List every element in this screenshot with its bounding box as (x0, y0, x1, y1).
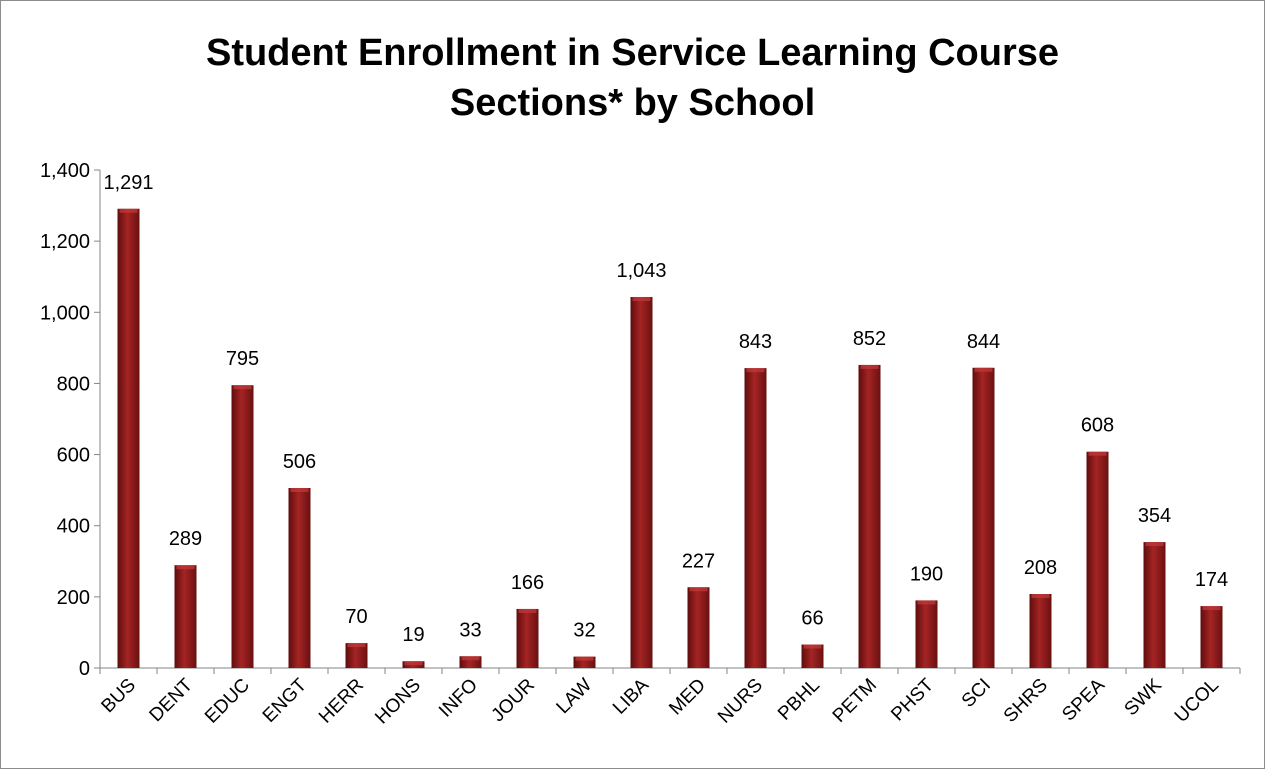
bar-highlight (632, 296, 651, 301)
x-tick-label: JOUR (488, 675, 539, 726)
bar (231, 385, 254, 668)
bar-highlight (290, 488, 309, 493)
bar (288, 488, 311, 668)
data-label: 166 (511, 572, 544, 594)
data-label: 33 (459, 619, 481, 641)
y-tick-label: 400 (57, 516, 90, 538)
bar (1086, 451, 1109, 668)
data-label: 1,291 (103, 172, 153, 194)
bar-highlight (1145, 542, 1164, 547)
x-tick-label: UCOL (1171, 675, 1223, 727)
bar (174, 565, 197, 668)
x-tick-label: EDUC (201, 675, 254, 728)
x-tick-label: INFO (435, 675, 482, 722)
x-tick-label: BUS (98, 675, 140, 717)
data-label: 795 (226, 348, 259, 370)
bar-highlight (746, 368, 765, 373)
x-tick-label: HONS (371, 675, 425, 729)
data-label: 1,043 (616, 260, 666, 282)
data-label: 190 (910, 563, 943, 585)
bar (345, 643, 368, 668)
x-tick-label: NURS (714, 675, 767, 728)
x-tick-label: SWK (1121, 674, 1167, 720)
x-tick-label: LIBA (609, 674, 653, 718)
x-tick-label: PBHL (774, 675, 824, 725)
bar-highlight (1202, 606, 1221, 611)
bar (1029, 594, 1052, 668)
bar-series (117, 208, 1223, 668)
x-tick-label: SCI (958, 675, 995, 712)
y-tick-label: 0 (79, 658, 90, 680)
x-tick-label: LAW (553, 675, 597, 719)
chart-axes: 0 200 400 600 800 1,000 1,200 1,400 (40, 160, 1241, 680)
x-tick-label: DENT (146, 674, 198, 726)
bar-highlight (974, 367, 993, 372)
y-tick-label: 1,400 (40, 160, 90, 182)
bar-highlight (803, 644, 822, 649)
y-tick-label: 600 (57, 445, 90, 467)
data-label: 70 (345, 606, 367, 628)
data-label: 208 (1024, 557, 1057, 579)
bar-highlight (689, 587, 708, 592)
bar-highlight (461, 656, 480, 661)
bar (1200, 606, 1223, 668)
chart-title-line-1: Student Enrollment in Service Learning C… (205, 32, 1060, 74)
x-tick-label: SPEA (1058, 674, 1109, 725)
x-tick-label: MED (665, 675, 710, 720)
data-labels: 1,291 BUS 289 DENT 795 EDUC 506 ENGT 70 HERR 19 HON… (98, 172, 1229, 729)
bar (1143, 542, 1166, 668)
bar-highlight (233, 385, 252, 390)
chart-title-line-2: Sections* by School (449, 82, 816, 124)
bar-highlight (119, 208, 138, 213)
bar (744, 368, 767, 668)
data-label: 227 (682, 550, 715, 572)
data-label: 32 (573, 620, 595, 642)
bar (801, 644, 824, 668)
bar (915, 600, 938, 668)
y-tick-label: 800 (57, 373, 90, 395)
data-label: 608 (1081, 415, 1114, 437)
bar-highlight (518, 608, 537, 613)
x-tick-label: HERR (315, 675, 368, 728)
data-label: 289 (169, 528, 202, 550)
data-label: 844 (967, 331, 1000, 353)
bar (573, 656, 596, 668)
bar (630, 296, 653, 668)
y-tick-label: 1,000 (40, 302, 90, 324)
data-label: 19 (402, 624, 424, 646)
data-label: 354 (1138, 505, 1171, 527)
bar (972, 367, 995, 668)
y-tick-label: 1,200 (40, 231, 90, 253)
bar (459, 656, 482, 668)
bar (516, 608, 539, 668)
y-tick-label: 200 (57, 587, 90, 609)
data-label: 506 (283, 451, 316, 473)
x-tick-label: SHRS (1000, 675, 1052, 727)
x-tick-label: PHST (887, 674, 938, 725)
bar-highlight (1088, 451, 1107, 456)
bar-highlight (860, 364, 879, 369)
data-label: 852 (853, 328, 886, 350)
x-tick-label: PETM (829, 675, 881, 727)
bar-highlight (404, 661, 423, 666)
data-label: 843 (739, 331, 772, 353)
bar (687, 587, 710, 668)
bar-highlight (176, 565, 195, 570)
data-label: 66 (801, 608, 823, 630)
bar-highlight (1031, 594, 1050, 599)
chart-title: Student Enrollment in Service Learning C… (0, 28, 1265, 128)
bar (117, 208, 140, 668)
x-tick-label: ENGT (259, 674, 311, 726)
bar (858, 364, 881, 668)
bar-highlight (347, 643, 366, 648)
bar-highlight (575, 656, 594, 661)
data-label: 174 (1195, 569, 1228, 591)
bar-highlight (917, 600, 936, 605)
